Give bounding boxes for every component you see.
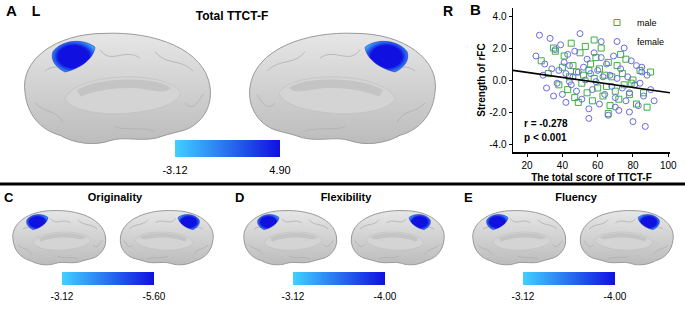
svg-text:E: E bbox=[464, 190, 473, 205]
svg-text:male: male bbox=[637, 18, 657, 28]
svg-text:p < 0.001: p < 0.001 bbox=[524, 132, 567, 143]
svg-text:L: L bbox=[32, 3, 41, 19]
svg-text:-5.60: -5.60 bbox=[143, 291, 166, 302]
svg-text:40: 40 bbox=[557, 160, 569, 171]
svg-text:A: A bbox=[6, 2, 17, 19]
svg-text:80: 80 bbox=[627, 160, 639, 171]
svg-text:C: C bbox=[4, 190, 14, 205]
svg-text:20: 20 bbox=[522, 160, 534, 171]
svg-text:100: 100 bbox=[660, 160, 677, 171]
svg-text:0.0: 0.0 bbox=[493, 75, 507, 86]
svg-text:4.90: 4.90 bbox=[269, 164, 290, 176]
svg-text:Strength of rFC: Strength of rFC bbox=[476, 43, 487, 116]
svg-text:-4.00: -4.00 bbox=[604, 291, 627, 302]
svg-text:-2.0: -2.0 bbox=[489, 107, 507, 118]
svg-text:Fluency: Fluency bbox=[555, 191, 597, 203]
svg-text:Originality: Originality bbox=[88, 191, 143, 203]
svg-text:D: D bbox=[235, 190, 244, 205]
svg-text:B: B bbox=[470, 1, 481, 18]
svg-text:-4.0: -4.0 bbox=[489, 139, 507, 150]
svg-text:-3.12: -3.12 bbox=[512, 291, 535, 302]
svg-text:R: R bbox=[443, 3, 453, 19]
svg-text:-3.12: -3.12 bbox=[282, 291, 305, 302]
svg-text:The total score of TTCT-F: The total score of TTCT-F bbox=[531, 172, 652, 183]
svg-text:-4.00: -4.00 bbox=[374, 291, 397, 302]
svg-text:-3.12: -3.12 bbox=[162, 164, 187, 176]
svg-text:60: 60 bbox=[592, 160, 604, 171]
svg-text:Flexibility: Flexibility bbox=[321, 191, 373, 203]
svg-text:Total TTCT-F: Total TTCT-F bbox=[196, 9, 268, 23]
svg-text:female: female bbox=[637, 37, 664, 47]
svg-text:-3.12: -3.12 bbox=[51, 291, 74, 302]
svg-text:4.0: 4.0 bbox=[493, 11, 507, 22]
svg-text:2.0: 2.0 bbox=[493, 43, 507, 54]
svg-text:r = -0.278: r = -0.278 bbox=[524, 118, 568, 129]
